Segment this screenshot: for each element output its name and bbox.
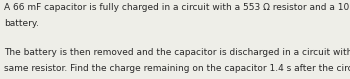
Text: battery.: battery. — [4, 19, 39, 28]
Text: The battery is then removed and the capacitor is discharged in a circuit with th: The battery is then removed and the capa… — [4, 48, 350, 57]
Text: same resistor. Find the charge remaining on the capacitor 1.4 s after the circui: same resistor. Find the charge remaining… — [4, 64, 350, 73]
Text: A 66 mF capacitor is fully charged in a circuit with a 553 Ω resistor and a 103 : A 66 mF capacitor is fully charged in a … — [4, 3, 350, 12]
